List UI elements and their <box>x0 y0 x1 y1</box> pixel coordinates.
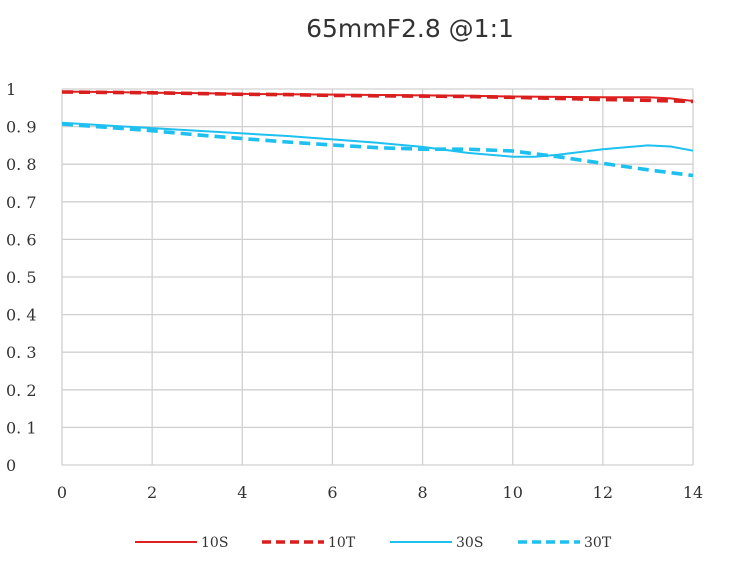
y-tick-label: 0. 1 <box>6 418 37 437</box>
y-tick-label: 0 <box>6 456 16 475</box>
chart-title: 65mmF2.8 @1:1 <box>306 14 514 43</box>
legend-label-30T: 30T <box>584 535 612 551</box>
x-tick-label: 14 <box>683 483 703 502</box>
x-tick-label: 6 <box>327 483 337 502</box>
series-line-30T <box>61 122 694 178</box>
legend-label-10T: 10T <box>328 535 356 551</box>
y-tick-label: 0. 2 <box>6 381 37 400</box>
y-tick-label: 0. 3 <box>6 343 37 362</box>
x-tick-label: 4 <box>237 483 247 502</box>
y-tick-label: 1 <box>6 80 16 99</box>
legend: 10S 10T 30S 30T <box>135 535 612 551</box>
x-tick-label: 8 <box>417 483 427 502</box>
y-tick-label: 0. 7 <box>6 193 37 212</box>
y-tick-label: 0. 4 <box>6 306 37 325</box>
y-tick-label: 0. 8 <box>6 155 37 174</box>
y-tick-labels: 0 0. 1 0. 2 0. 3 0. 4 0. 5 0. 6 0. 7 0. 8 0. 9 1 <box>6 80 37 475</box>
x-tick-label: 10 <box>503 483 523 502</box>
series-line-30S <box>61 121 694 158</box>
x-tick-label: 2 <box>147 483 157 502</box>
y-tick-label: 0. 9 <box>6 118 37 137</box>
series-line-10T <box>61 90 694 104</box>
legend-label-30S: 30S <box>456 535 483 551</box>
legend-label-10S: 10S <box>201 535 228 551</box>
grid-lines <box>61 88 694 466</box>
x-tick-label: 0 <box>57 483 67 502</box>
x-tick-labels: 0 2 4 6 8 10 12 14 <box>57 483 703 502</box>
y-tick-label: 0. 5 <box>6 268 37 287</box>
y-tick-label: 0. 6 <box>6 230 37 249</box>
x-tick-label: 12 <box>593 483 613 502</box>
series-lines <box>61 90 694 178</box>
